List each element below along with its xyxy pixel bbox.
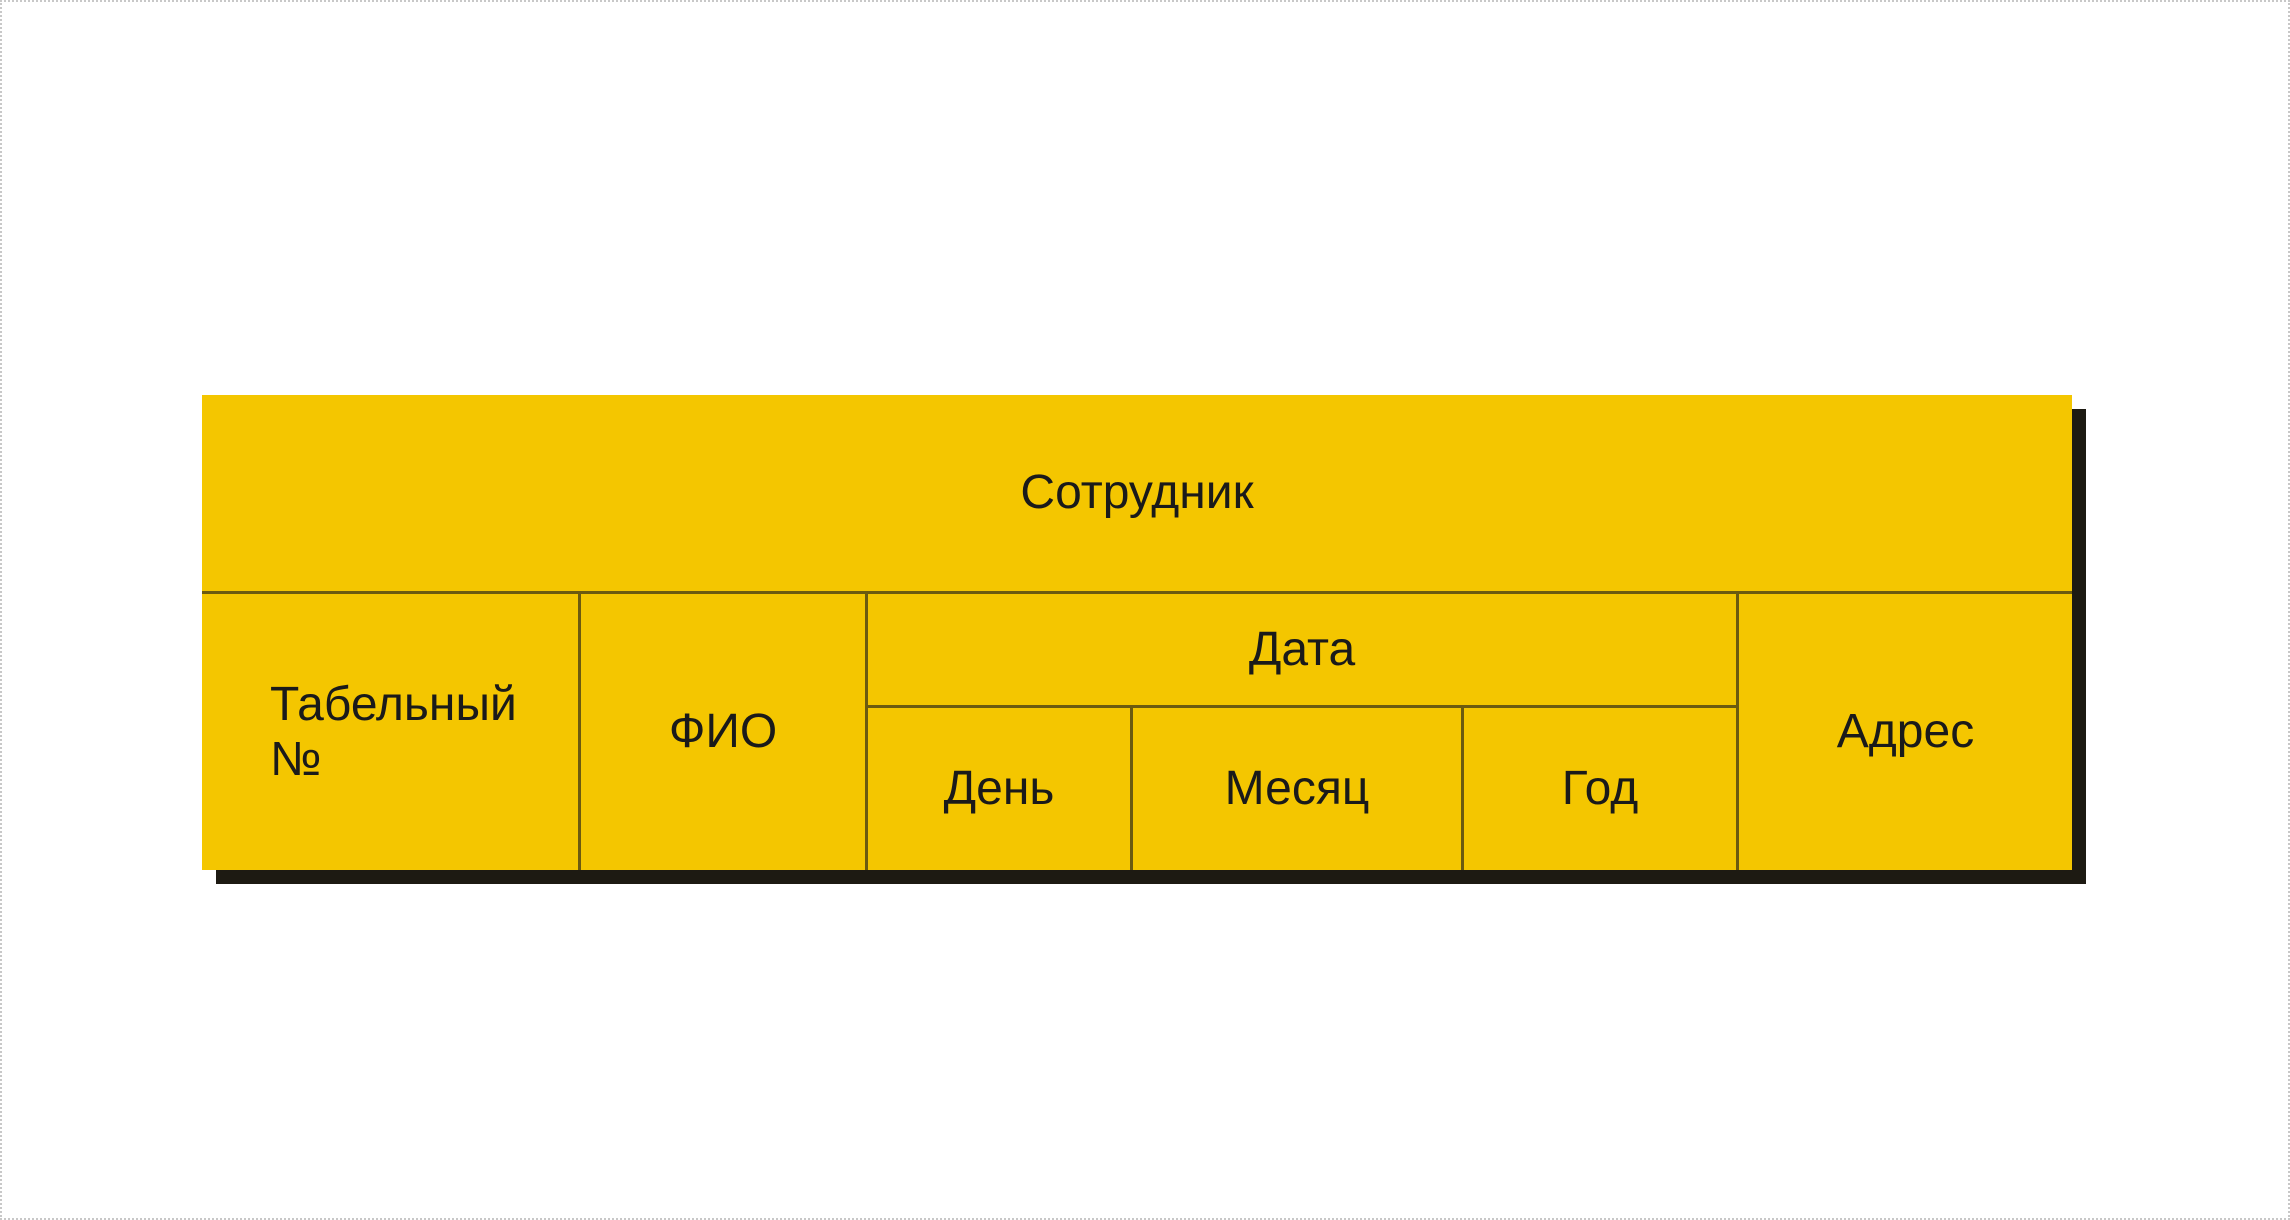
day-cell: День <box>868 708 1130 870</box>
tab-number-cell: Табельный № <box>202 594 578 870</box>
year-label: Год <box>1561 762 1639 816</box>
date-cell: Дата <box>868 594 1736 705</box>
month-cell: Месяц <box>1133 708 1461 870</box>
divider-tab-fio <box>578 591 581 870</box>
fio-label: ФИО <box>668 705 778 759</box>
tab-number-label: Табельный № <box>270 677 517 786</box>
divider-fio-date <box>865 591 868 870</box>
divider-month-year <box>1461 705 1464 870</box>
month-label: Месяц <box>1224 762 1370 816</box>
root-cell: Сотрудник <box>202 395 2072 591</box>
divider-date-address <box>1736 591 1739 870</box>
year-cell: Год <box>1464 708 1736 870</box>
fio-cell: ФИО <box>581 594 865 870</box>
date-label: Дата <box>1248 622 1356 676</box>
address-cell: Адрес <box>1739 594 2072 870</box>
address-label: Адрес <box>1836 705 1975 759</box>
divider-date-subcolumns <box>865 705 1736 708</box>
divider-top-row <box>202 591 2072 594</box>
divider-day-month <box>1130 705 1133 870</box>
root-label: Сотрудник <box>1020 466 1254 520</box>
diagram-box: Сотрудник Табельный № ФИО Дата День Меся… <box>202 395 2072 870</box>
employee-structure-diagram: Сотрудник Табельный № ФИО Дата День Меся… <box>202 395 2086 884</box>
day-label: День <box>943 762 1055 816</box>
